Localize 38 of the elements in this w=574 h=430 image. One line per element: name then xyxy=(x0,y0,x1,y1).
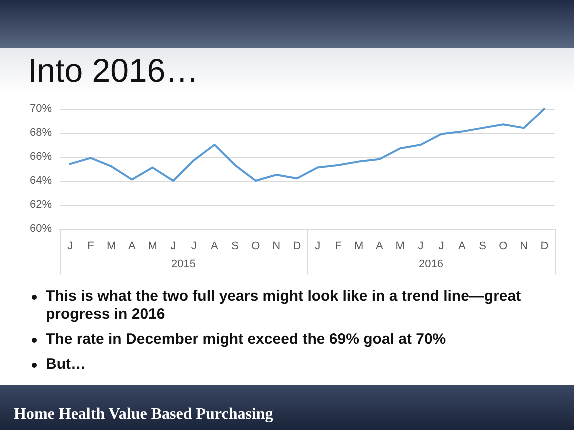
text: But… xyxy=(45,356,87,374)
x-tick-label: A xyxy=(211,240,220,252)
x-tick-label: J xyxy=(170,240,176,252)
text: This is what the two full years might look like in a trend line—great progress in 2016 xyxy=(45,288,522,324)
x-tick-label: J xyxy=(68,240,74,252)
text: 2015 xyxy=(172,258,196,270)
x-tick-label: O xyxy=(499,240,508,252)
x-tick-label: J xyxy=(315,240,321,252)
y-tick-label: 60% xyxy=(30,223,52,235)
x-tick-label: D xyxy=(540,240,549,252)
x-tick-label: D xyxy=(293,240,302,252)
x-tick-label: F xyxy=(88,240,95,252)
y-tick-label: 66% xyxy=(30,151,52,163)
x-tick-label: S xyxy=(232,240,239,252)
y-tick-label: 62% xyxy=(30,199,52,211)
x-tick-label: A xyxy=(128,240,137,252)
y-tick-label: 70% xyxy=(30,103,52,115)
line-series xyxy=(69,108,546,182)
x-tick-label: M xyxy=(354,240,364,252)
x-tick-label: N xyxy=(272,240,281,252)
x-tick-label: M xyxy=(396,240,405,252)
y-tick-label: 68% xyxy=(30,127,52,139)
x-tick-label: J xyxy=(438,240,444,252)
x-tick-label: S xyxy=(479,240,486,252)
text: The rate in December might exceed the 69% goal at 70% xyxy=(45,331,448,349)
chart-title: Into 2016… xyxy=(28,52,199,90)
text: 2016 xyxy=(419,258,444,270)
text: Home Health Value Based Purchasing xyxy=(14,406,274,424)
x-tick-label: J xyxy=(418,240,424,252)
y-tick-label: 64% xyxy=(30,175,52,187)
x-tick-label: M xyxy=(148,240,158,252)
x-tick-label: J xyxy=(191,240,197,252)
x-tick-label: M xyxy=(106,240,116,252)
x-tick-label: O xyxy=(252,240,261,252)
x-tick-label: A xyxy=(376,240,384,252)
x-tick-label: A xyxy=(458,240,467,252)
x-tick-label: F xyxy=(335,240,342,252)
x-tick-label: N xyxy=(520,240,528,252)
